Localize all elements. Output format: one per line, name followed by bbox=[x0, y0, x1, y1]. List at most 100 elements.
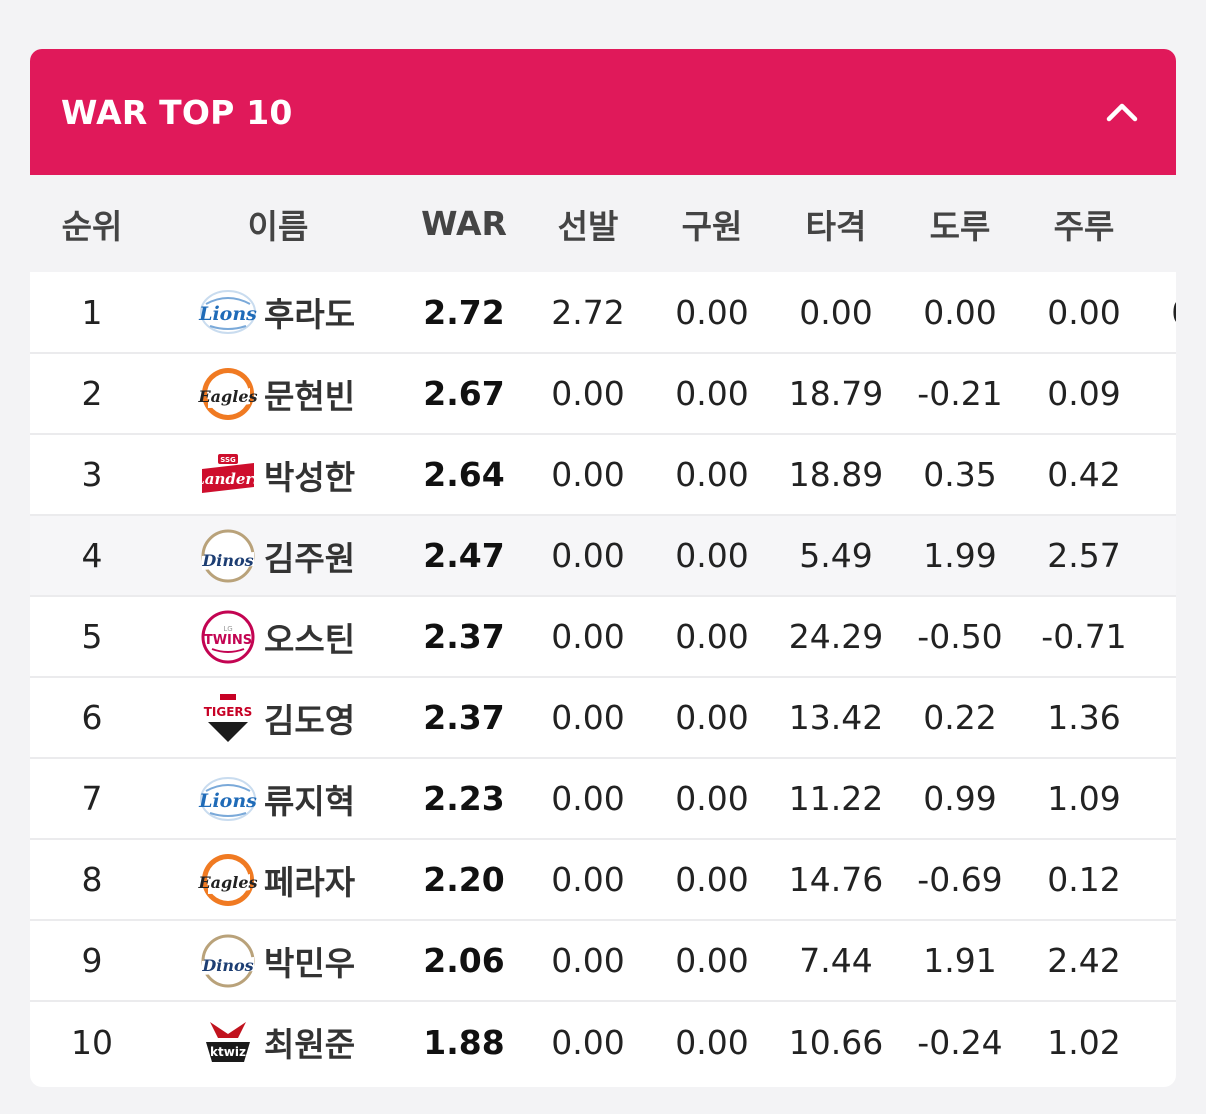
batting-cell: 18.79 bbox=[788, 374, 884, 413]
war-table-scroll[interactable]: 순위 이름 WAR 선발 구원 타격 도루 주루 수비 1 Lions 후라도 2.7… bbox=[30, 175, 1176, 1082]
lions-logo: Lions bbox=[198, 282, 258, 342]
war-cell: 2.37 bbox=[423, 698, 505, 737]
col-header-starter[interactable]: 선발 bbox=[557, 206, 619, 246]
svg-text:Lions: Lions bbox=[198, 790, 257, 812]
player-info: TIGERS 김도영 bbox=[154, 688, 402, 748]
war-cell: 2.23 bbox=[423, 779, 505, 818]
player-name[interactable]: 최원준 bbox=[264, 1025, 356, 1064]
war-table: 순위 이름 WAR 선발 구원 타격 도루 주루 수비 1 Lions 후라도 2.7… bbox=[30, 175, 1176, 1082]
landers-logo: SSG Landers bbox=[193, 445, 262, 505]
table-row[interactable]: 10 ktwiz 최원준 1.88 0.00 0.00 10.66 -0.24 1.02 1.0 bbox=[30, 1001, 1176, 1082]
tigers-logo: TIGERS bbox=[198, 688, 258, 748]
col-header-steal[interactable]: 도루 bbox=[929, 206, 991, 246]
rank-cell: 6 bbox=[81, 698, 103, 737]
table-row[interactable]: 9 Dinos 박민우 2.06 0.00 0.00 7.44 1.91 2.42 2.5 bbox=[30, 920, 1176, 1001]
name-cell[interactable]: TIGERS 김도영 bbox=[154, 677, 402, 758]
fielding-cell: -2.5 bbox=[1146, 596, 1177, 677]
player-name[interactable]: 류지혁 bbox=[264, 781, 356, 821]
player-name[interactable]: 박민우 bbox=[264, 943, 356, 983]
starter-cell: 0.00 bbox=[551, 698, 625, 737]
table-row[interactable]: 3 SSG Landers 박성한 2.64 0.00 0.00 18.89 0.35 0.42-… bbox=[30, 434, 1176, 515]
reliever-cell: 0.00 bbox=[675, 1022, 749, 1062]
rank-cell: 1 bbox=[81, 292, 103, 332]
table-row[interactable]: 4 Dinos 김주원 2.47 0.00 0.00 5.49 1.99 2.57 6.0 bbox=[30, 515, 1176, 596]
table-row[interactable]: 2 Eagles 문현빈 2.67 0.00 0.00 18.79 -0.21 0.09 3.6 bbox=[30, 353, 1176, 434]
name-cell[interactable]: Eagles 페라자 bbox=[154, 839, 402, 920]
steal-cell: 0.00 bbox=[923, 292, 997, 332]
reliever-cell: 0.00 bbox=[675, 698, 749, 737]
name-cell[interactable]: Eagles 문현빈 bbox=[154, 353, 402, 434]
player-name[interactable]: 김도영 bbox=[264, 700, 356, 740]
batting-cell: 14.76 bbox=[788, 860, 884, 899]
name-cell[interactable]: Dinos 박민우 bbox=[154, 920, 402, 1001]
collapse-button[interactable] bbox=[1098, 88, 1146, 136]
name-cell[interactable]: Dinos 김주원 bbox=[154, 515, 402, 596]
player-info: Dinos 박민우 bbox=[154, 931, 402, 991]
col-header-name[interactable]: 이름 bbox=[247, 206, 309, 246]
name-cell[interactable]: ktwiz 최원준 bbox=[154, 1001, 402, 1082]
col-header-war[interactable]: WAR bbox=[421, 204, 507, 243]
rank-cell: 10 bbox=[71, 1022, 113, 1062]
svg-text:TIGERS: TIGERS bbox=[204, 705, 253, 719]
reliever-cell: 0.00 bbox=[675, 779, 749, 818]
col-header-baserun[interactable]: 주루 bbox=[1053, 206, 1115, 246]
war-cell: 2.20 bbox=[423, 860, 505, 899]
ktwiz-logo: ktwiz bbox=[198, 1012, 258, 1072]
rank-cell: 8 bbox=[81, 860, 103, 899]
player-info: Eagles 페라자 bbox=[154, 850, 402, 910]
rank-cell: 4 bbox=[81, 536, 103, 575]
rank-cell: 7 bbox=[81, 779, 103, 818]
steal-cell: 1.91 bbox=[923, 941, 997, 980]
player-name[interactable]: 후라도 bbox=[264, 295, 356, 334]
player-name[interactable]: 페라자 bbox=[264, 862, 356, 902]
rank-cell: 3 bbox=[81, 455, 103, 494]
table-row[interactable]: 7 Lions 류지혁 2.23 0.00 0.00 11.22 0.99 1.09 2.3 bbox=[30, 758, 1176, 839]
starter-cell: 0.00 bbox=[551, 455, 625, 494]
panel-header[interactable]: WAR TOP 10 bbox=[30, 49, 1176, 175]
player-info: Eagles 문현빈 bbox=[154, 364, 402, 424]
war-cell: 2.64 bbox=[423, 455, 505, 494]
player-name[interactable]: 박성한 bbox=[264, 457, 356, 497]
svg-text:Dinos: Dinos bbox=[201, 956, 253, 975]
chevron-up-icon bbox=[1106, 103, 1138, 122]
steal-cell: 0.22 bbox=[923, 698, 997, 737]
reliever-cell: 0.00 bbox=[675, 941, 749, 980]
fielding-cell: 0.00 bbox=[1146, 272, 1176, 353]
twins-logo: LG TWINS bbox=[198, 607, 258, 667]
col-header-batting[interactable]: 타격 bbox=[805, 206, 867, 246]
svg-text:Landers: Landers bbox=[198, 470, 258, 488]
baserun-cell: 0.00 bbox=[1047, 292, 1121, 332]
war-cell: 1.88 bbox=[423, 1022, 505, 1062]
war-top10-panel: WAR TOP 10 순위 이름 WAR 선발 구원 타격 도루 bbox=[30, 49, 1176, 1087]
fielding-cell: 2.5 bbox=[1146, 920, 1176, 1001]
steal-cell: -0.21 bbox=[917, 374, 1003, 413]
player-name[interactable]: 김주원 bbox=[264, 538, 356, 578]
name-cell[interactable]: SSG Landers 박성한 bbox=[154, 434, 402, 515]
rank-cell: 2 bbox=[81, 374, 103, 413]
name-cell[interactable]: LG TWINS 오스틴 bbox=[154, 596, 402, 677]
batting-cell: 13.42 bbox=[788, 698, 884, 737]
starter-cell: 0.00 bbox=[551, 374, 625, 413]
table-row[interactable]: 8 Eagles 페라자 2.20 0.00 0.00 14.76 -0.69 0.12 1.9 bbox=[30, 839, 1176, 920]
baserun-cell: -0.71 bbox=[1041, 617, 1127, 656]
steal-cell: -0.69 bbox=[917, 860, 1003, 899]
svg-text:LG: LG bbox=[223, 625, 232, 633]
fielding-cell: 1.9 bbox=[1146, 839, 1176, 920]
col-header-fielding[interactable]: 수비 bbox=[1146, 175, 1176, 272]
player-name[interactable]: 문현빈 bbox=[264, 376, 356, 416]
eagles-logo: Eagles bbox=[197, 364, 258, 424]
war-cell: 2.67 bbox=[423, 374, 505, 413]
col-header-rank[interactable]: 순위 bbox=[61, 206, 123, 246]
table-row[interactable]: 6 TIGERS 김도영 2.37 0.00 0.00 13.42 0.22 1.36 3.2 bbox=[30, 677, 1176, 758]
col-header-reliever[interactable]: 구원 bbox=[681, 206, 743, 246]
svg-text:Dinos: Dinos bbox=[201, 551, 253, 570]
table-row[interactable]: 1 Lions 후라도 2.72 2.72 0.00 0.00 0.00 0.00 0.00 bbox=[30, 272, 1176, 353]
player-name[interactable]: 오스틴 bbox=[264, 619, 356, 659]
table-row[interactable]: 5LGTWINS오스틴2.370.000.0024.29-0.50-0.71-2… bbox=[30, 596, 1176, 677]
svg-text:ktwiz: ktwiz bbox=[210, 1045, 246, 1059]
starter-cell: 0.00 bbox=[551, 779, 625, 818]
panel-title: WAR TOP 10 bbox=[61, 92, 293, 132]
starter-cell: 0.00 bbox=[551, 617, 625, 656]
name-cell[interactable]: Lions 후라도 bbox=[154, 272, 402, 353]
name-cell[interactable]: Lions 류지혁 bbox=[154, 758, 402, 839]
